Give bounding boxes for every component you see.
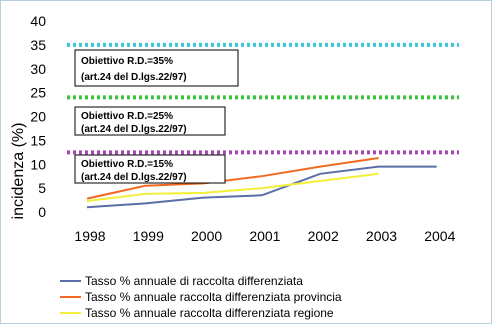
x-tick-label: 2002 [308,228,339,244]
legend-label: Tasso % annuale raccolta differenziata r… [85,306,334,320]
y-tick-label: 25 [30,85,46,101]
target-annotation-line2: (art.24 del D.lgs.22/97) [81,124,187,135]
y-tick-label: 5 [38,180,46,196]
x-tick-label: 2001 [249,228,280,244]
target-annotation-box [74,49,239,87]
x-tick-label: 1998 [74,228,105,244]
y-tick-label: 20 [30,109,46,125]
legend-label: Tasso % annuale di raccolta differenziat… [85,274,303,288]
target-annotation-line2: (art.24 del D.lgs.22/97) [81,72,187,83]
target-annotation-box [74,154,226,184]
target-annotation-line2: (art.24 del D.lgs.22/97) [81,172,187,183]
series-line [86,157,379,200]
y-axis-label: incidenza (%) [10,123,27,220]
x-tick-label: 2003 [366,228,397,244]
y-tick-label: 10 [30,156,46,172]
x-tick-label: 2004 [424,228,455,244]
target-annotation-box [74,106,226,136]
legend-label: Tasso % annuale raccolta differenziata p… [85,290,342,304]
y-tick-label: 35 [30,37,46,53]
target-annotation-line1: Obiettivo R.D.=25% [81,111,173,122]
y-tick-label: 30 [30,61,46,77]
x-tick-label: 2000 [191,228,222,244]
series-line [86,165,437,209]
series-line [86,172,379,203]
y-tick-label: 15 [30,132,46,148]
target-annotation-line1: Obiettivo R.D.=15% [81,159,173,170]
y-tick-label: 40 [30,13,46,29]
x-tick-label: 1999 [133,228,164,244]
y-tick-label: 0 [38,204,46,220]
target-annotation-line1: Obiettivo R.D.=35% [81,56,173,67]
